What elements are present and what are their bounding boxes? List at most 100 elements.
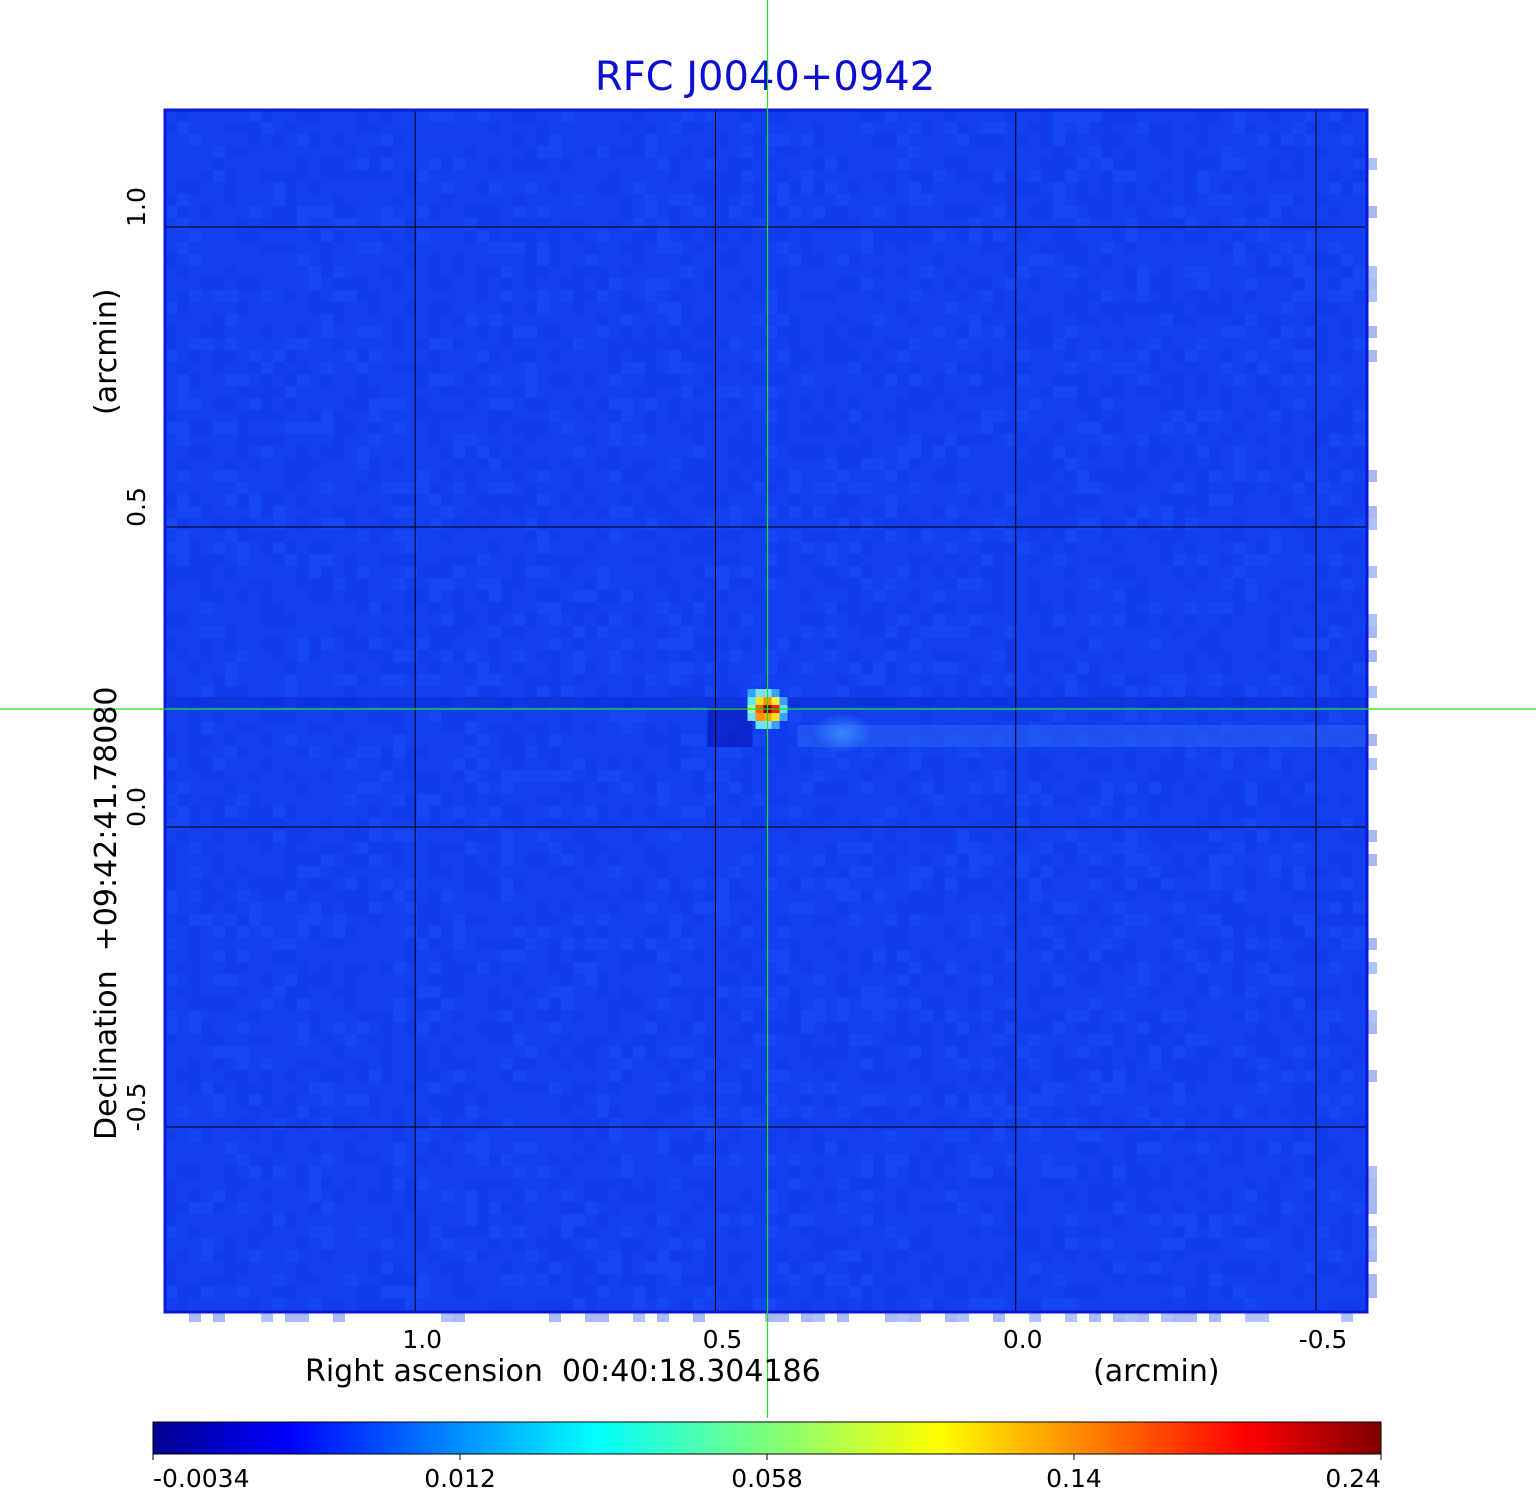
noise-cell bbox=[1341, 1274, 1353, 1286]
noise-cell bbox=[1257, 914, 1269, 926]
noise-cell bbox=[969, 1022, 981, 1034]
noise-cell bbox=[285, 734, 297, 746]
noise-cell bbox=[261, 386, 273, 398]
noise-cell bbox=[345, 146, 357, 158]
noise-cell bbox=[669, 410, 681, 422]
noise-cell bbox=[669, 1274, 681, 1286]
x-tick-label: 0.5 bbox=[703, 1325, 743, 1354]
noise-cell bbox=[1101, 794, 1113, 806]
noise-cell bbox=[753, 986, 765, 998]
noise-cell bbox=[585, 1190, 597, 1202]
noise-cell bbox=[1185, 1178, 1197, 1190]
noise-cell bbox=[1101, 1046, 1113, 1058]
noise-cell bbox=[897, 266, 909, 278]
noise-cell bbox=[981, 1010, 993, 1022]
noise-cell bbox=[1353, 590, 1365, 602]
noise-cell bbox=[1293, 158, 1305, 170]
noise-cell bbox=[213, 158, 225, 170]
noise-cell bbox=[345, 1274, 357, 1286]
noise-cell bbox=[273, 1166, 285, 1178]
noise-cell bbox=[1041, 926, 1053, 938]
noise-cell bbox=[933, 1166, 945, 1178]
noise-cell bbox=[657, 1130, 669, 1142]
noise-cell bbox=[1077, 494, 1089, 506]
noise-cell bbox=[1173, 902, 1185, 914]
noise-cell bbox=[1077, 662, 1089, 674]
noise-cell bbox=[885, 134, 897, 146]
noise-cell bbox=[453, 1082, 465, 1094]
noise-cell bbox=[213, 950, 225, 962]
noise-cell bbox=[513, 1058, 525, 1070]
noise-cell bbox=[789, 950, 801, 962]
noise-cell bbox=[729, 1082, 741, 1094]
noise-cell bbox=[741, 122, 753, 134]
noise-cell bbox=[813, 1010, 825, 1022]
noise-cell bbox=[1041, 446, 1053, 458]
noise-cell bbox=[1341, 1094, 1353, 1106]
noise-cell bbox=[237, 1070, 249, 1082]
noise-cell bbox=[1053, 1178, 1065, 1190]
noise-cell bbox=[921, 122, 933, 134]
noise-cell bbox=[1173, 494, 1185, 506]
noise-cell bbox=[177, 1298, 189, 1310]
noise-cell bbox=[681, 614, 693, 626]
noise-cell bbox=[1029, 446, 1041, 458]
noise-cell bbox=[993, 374, 1005, 386]
noise-cell bbox=[429, 818, 441, 830]
noise-cell bbox=[681, 1022, 693, 1034]
noise-cell bbox=[609, 866, 621, 878]
noise-cell bbox=[1353, 1202, 1365, 1214]
noise-cell bbox=[873, 662, 885, 674]
noise-cell bbox=[1293, 1286, 1305, 1298]
noise-cell bbox=[441, 794, 453, 806]
noise-cell bbox=[885, 230, 897, 242]
noise-cell bbox=[201, 1034, 213, 1046]
noise-cell bbox=[969, 410, 981, 422]
noise-cell bbox=[369, 242, 381, 254]
noise-cell bbox=[321, 962, 333, 974]
noise-cell bbox=[1149, 218, 1161, 230]
noise-cell bbox=[345, 578, 357, 590]
noise-cell bbox=[213, 362, 225, 374]
noise-cell bbox=[861, 1178, 873, 1190]
noise-cell bbox=[1053, 194, 1065, 206]
noise-cell bbox=[309, 1178, 321, 1190]
noise-cell bbox=[1065, 470, 1077, 482]
noise-cell bbox=[669, 674, 681, 686]
noise-cell bbox=[1005, 1082, 1017, 1094]
noise-cell bbox=[657, 1298, 669, 1310]
noise-cell bbox=[273, 182, 285, 194]
noise-cell bbox=[885, 998, 897, 1010]
noise-cell bbox=[369, 1106, 381, 1118]
noise-cell bbox=[993, 1070, 1005, 1082]
noise-cell bbox=[1149, 1214, 1161, 1226]
noise-cell bbox=[1185, 350, 1197, 362]
colorbar-tick-labels: -0.0034 0.012 0.058 0.14 0.24 bbox=[152, 1454, 1382, 1493]
noise-cell bbox=[1017, 458, 1029, 470]
noise-cell bbox=[165, 890, 177, 902]
noise-cell bbox=[1029, 806, 1041, 818]
noise-cell bbox=[705, 482, 717, 494]
noise-cell bbox=[1257, 314, 1269, 326]
noise-cell bbox=[1125, 482, 1137, 494]
noise-cell bbox=[525, 986, 537, 998]
noise-cell bbox=[177, 554, 189, 566]
noise-cell bbox=[969, 494, 981, 506]
noise-cell bbox=[465, 770, 477, 782]
noise-cell bbox=[921, 854, 933, 866]
noise-cell bbox=[333, 218, 345, 230]
noise-cell bbox=[429, 110, 441, 122]
noise-cell bbox=[681, 926, 693, 938]
noise-cell bbox=[969, 914, 981, 926]
noise-cell bbox=[189, 1070, 201, 1082]
noise-cell bbox=[465, 230, 477, 242]
noise-cell bbox=[657, 158, 669, 170]
noise-cell bbox=[825, 782, 837, 794]
noise-cell bbox=[1341, 758, 1353, 770]
noise-cell bbox=[777, 1250, 789, 1262]
noise-cell bbox=[981, 1106, 993, 1118]
noise-cell bbox=[1065, 446, 1077, 458]
noise-cell bbox=[393, 398, 405, 410]
noise-cell bbox=[405, 230, 417, 242]
noise-cell bbox=[609, 218, 621, 230]
